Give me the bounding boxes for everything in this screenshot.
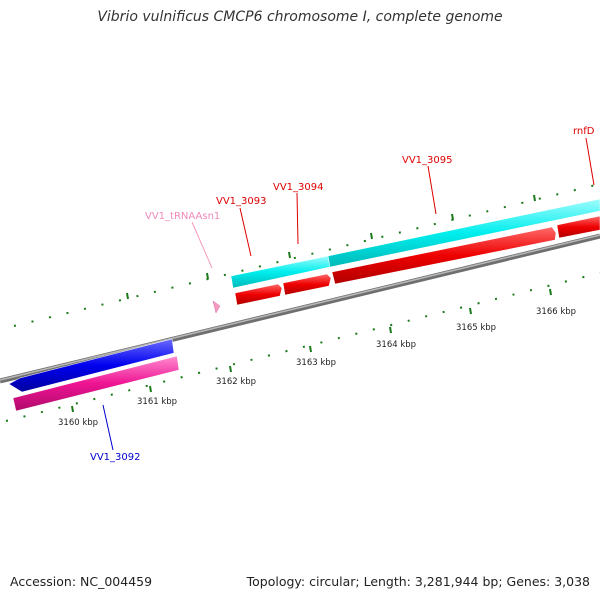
major-tick [469, 307, 472, 315]
chromosome-backbone [0, 233, 600, 384]
major-tick [370, 232, 373, 240]
cds-rnfd[interactable] [556, 215, 600, 239]
genome-summary: Topology: circular; Length: 3,281,944 bp… [246, 574, 590, 589]
scale-label-3164: 3164 kbp [376, 340, 416, 350]
gene-vv1-3095-rnfd[interactable] [327, 198, 600, 268]
scale-label-3166: 3166 kbp [536, 307, 576, 317]
cds-vv1-3093[interactable] [234, 283, 283, 306]
scale-labels: 3160 kbp 3161 kbp 3162 kbp 3163 kbp 3164… [58, 307, 576, 428]
scale-label-3161: 3161 kbp [137, 397, 177, 407]
label-rnfd[interactable]: rnfD [573, 126, 595, 137]
major-tick [229, 365, 232, 373]
major-tick [149, 385, 152, 393]
major-tick [126, 292, 129, 300]
scale-label-3163: 3163 kbp [296, 358, 336, 368]
major-tick [206, 272, 209, 280]
cds-vv1-3094[interactable] [282, 273, 332, 296]
feature-labels: VV1_tRNAAsn1 VV1_3093 VV1_3094 VV1_3095 … [90, 126, 595, 463]
label-vv1-3095[interactable]: VV1_3095 [402, 155, 453, 166]
lower-tick-row [5, 272, 600, 422]
major-tick [71, 405, 74, 413]
gene-track-forward[interactable] [230, 198, 600, 289]
major-tick [533, 194, 536, 202]
scale-label-3165: 3165 kbp [456, 323, 496, 333]
cds-track-reverse[interactable] [12, 355, 180, 412]
cds-vv1-3092[interactable] [12, 355, 180, 412]
major-tick [309, 345, 312, 353]
scale-label-3162: 3162 kbp [216, 377, 256, 387]
gene-vv1-3092[interactable] [8, 338, 175, 393]
label-vv1-3094[interactable]: VV1_3094 [273, 182, 324, 193]
cds-track-forward[interactable] [234, 215, 600, 306]
major-tick [288, 251, 291, 259]
scale-label-3160: 3160 kbp [58, 418, 98, 428]
callout-lines [102, 137, 595, 451]
map-title: Vibrio vulnificus CMCP6 chromosome I, co… [97, 9, 503, 25]
trna-asn1-marker[interactable] [212, 300, 221, 314]
accession-label: Accession: NC_004459 [10, 574, 153, 589]
gene-track-reverse[interactable] [8, 338, 175, 393]
label-vv1-3093[interactable]: VV1_3093 [216, 196, 267, 207]
major-tick [451, 213, 454, 221]
cds-vv1-3095[interactable] [331, 226, 557, 285]
label-vv1-3092[interactable]: VV1_3092 [90, 452, 141, 463]
major-tick [389, 326, 392, 334]
label-vv1-trnaasn1[interactable]: VV1_tRNAAsn1 [145, 211, 220, 222]
major-tick [549, 288, 552, 296]
upper-tick-row [13, 183, 600, 327]
